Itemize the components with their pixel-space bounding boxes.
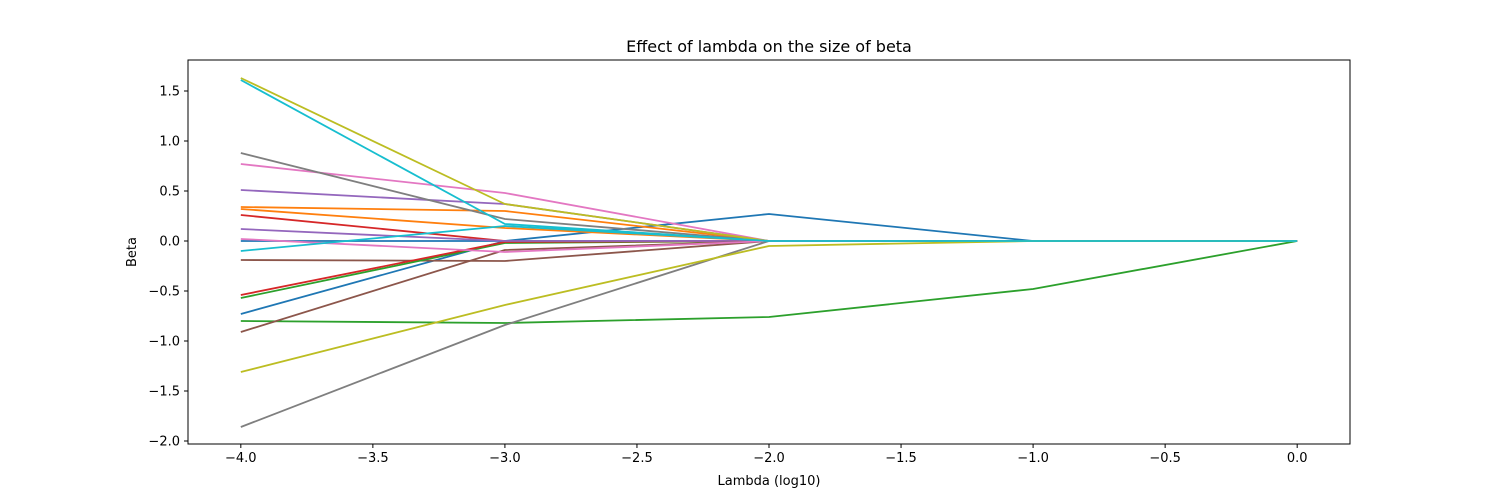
x-tick-label: −3.0 <box>489 451 521 466</box>
x-tick-label: −4.0 <box>225 451 257 466</box>
x-tick-label: 0.0 <box>1287 451 1308 466</box>
x-tick-label: −2.0 <box>753 451 785 466</box>
series-layer <box>240 77 1298 428</box>
y-tick-label: −1.0 <box>148 335 180 350</box>
y-axis: −2.0 −1.5 −1.0 −0.5 0.0 0.5 1.0 1.5 <box>148 85 188 450</box>
x-axis-label: Lambda (log10) <box>718 474 821 489</box>
y-tick-label: 0.5 <box>159 185 180 200</box>
x-tick-label: −1.5 <box>885 451 917 466</box>
y-tick-label: 1.0 <box>159 135 180 150</box>
series-line-3 <box>240 240 1298 324</box>
y-tick-label: −2.0 <box>148 435 180 450</box>
x-axis: −4.0 −3.5 −3.0 −2.5 −2.0 −1.5 −1.0 −0.5 0.0 <box>225 444 1308 466</box>
y-tick-label: −0.5 <box>148 285 180 300</box>
x-tick-label: −0.5 <box>1149 451 1181 466</box>
x-tick-label: −1.0 <box>1017 451 1049 466</box>
x-tick-label: −2.5 <box>621 451 653 466</box>
series-line-20 <box>240 225 1298 252</box>
y-tick-label: −1.5 <box>148 385 180 400</box>
y-tick-label: 1.5 <box>159 85 180 100</box>
y-tick-label: 0.0 <box>159 235 180 250</box>
chart-title: Effect of lambda on the size of beta <box>626 37 912 56</box>
x-tick-label: −3.5 <box>357 451 389 466</box>
y-axis-label: Beta <box>125 237 140 267</box>
